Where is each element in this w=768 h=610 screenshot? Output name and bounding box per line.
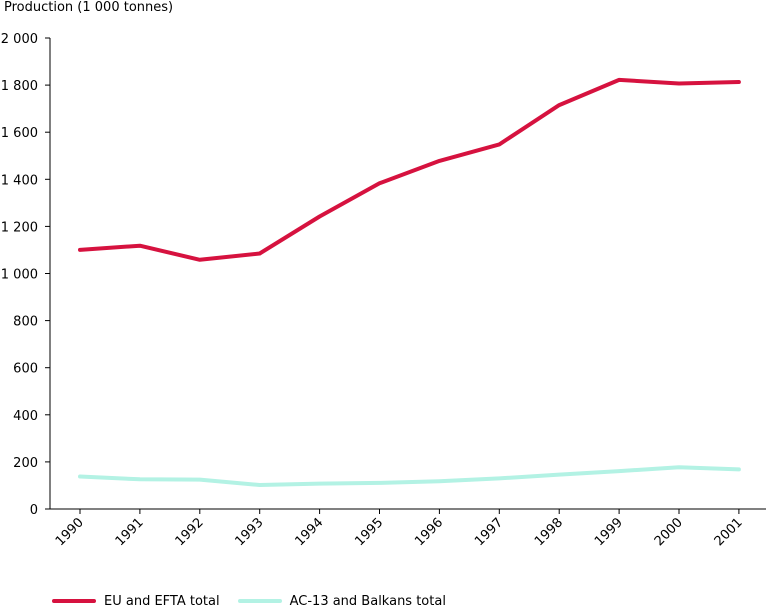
- data-point-1: [379, 482, 380, 484]
- y-tick-label: 400: [13, 409, 38, 424]
- legend-swatch-eu-efta: [52, 599, 96, 603]
- chart-axes: 0 200 400 600 800 1 000 1 200 1 400 1 600 1 800 2 …: [1, 32, 766, 549]
- data-point-1: [199, 479, 201, 481]
- x-tick-label: 1991: [113, 515, 147, 549]
- y-tick-label: 1 600: [1, 126, 38, 141]
- x-tick-label: 1995: [352, 515, 386, 549]
- x-tick-label: 1994: [292, 515, 326, 549]
- data-point-0: [498, 143, 500, 145]
- x-tick-label: 1992: [173, 515, 207, 549]
- x-tick-label: 1990: [53, 515, 87, 549]
- data-point-0: [618, 79, 620, 81]
- line-chart: 0 200 400 600 800 1 000 1 200 1 400 1 600 1 800 2 …: [1, 32, 766, 549]
- legend-label-ac13-balkans: AC-13 and Balkans total: [289, 593, 446, 609]
- x-tick-label: 1997: [472, 515, 506, 549]
- legend-label-eu-efta: EU and EFTA total: [104, 593, 220, 609]
- data-point-0: [738, 81, 740, 83]
- data-point-0: [319, 216, 321, 218]
- series-line-0: [78, 77, 741, 262]
- chart-legend: EU and EFTA total AC-13 and Balkans tota…: [52, 592, 464, 610]
- legend-item-ac13-balkans: AC-13 and Balkans total: [237, 593, 446, 609]
- y-tick-label: 1 200: [1, 220, 38, 235]
- data-point-1: [498, 477, 500, 479]
- x-tick-label: 2000: [652, 515, 686, 549]
- data-point-1: [438, 480, 440, 482]
- data-point-1: [79, 476, 81, 478]
- legend-item-eu-efta: EU and EFTA total: [52, 594, 220, 609]
- y-tick-label: 1 800: [1, 79, 38, 94]
- data-point-1: [738, 468, 740, 470]
- data-point-1: [139, 478, 141, 480]
- legend-swatch-ac13-balkans: [237, 599, 282, 603]
- data-point-0: [199, 259, 201, 261]
- data-point-1: [558, 474, 560, 476]
- y-tick-label: 0: [30, 503, 38, 518]
- y-tick-label: 2 000: [1, 32, 38, 47]
- chart-series: [78, 77, 741, 487]
- data-point-0: [558, 104, 560, 106]
- data-point-1: [259, 484, 261, 486]
- x-tick-label: 1999: [592, 515, 626, 549]
- data-point-0: [379, 182, 380, 184]
- y-tick-label: 200: [13, 456, 38, 471]
- data-point-1: [618, 470, 620, 472]
- y-tick-label: 800: [13, 315, 38, 330]
- data-point-1: [678, 466, 680, 468]
- x-tick-label: 2001: [712, 515, 746, 549]
- series-line-1: [78, 465, 741, 487]
- y-tick-label: 1 400: [1, 173, 38, 188]
- x-tick-label: 1993: [233, 515, 267, 549]
- x-tick-label: 1996: [412, 515, 446, 549]
- data-point-0: [139, 245, 141, 247]
- y-tick-label: 1 000: [1, 268, 38, 283]
- data-point-1: [319, 483, 321, 485]
- data-point-0: [678, 82, 680, 84]
- data-point-0: [79, 249, 81, 251]
- data-point-0: [259, 252, 261, 254]
- y-axis-title: Production (1 000 tonnes): [4, 0, 174, 15]
- y-tick-label: 600: [13, 362, 38, 377]
- x-tick-label: 1998: [532, 515, 566, 549]
- data-point-0: [438, 160, 440, 162]
